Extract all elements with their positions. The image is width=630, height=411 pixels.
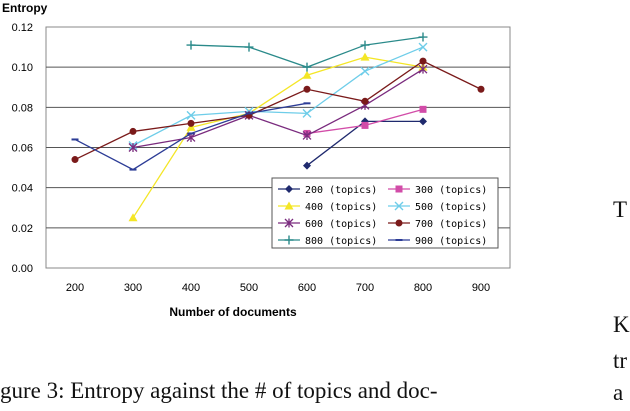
- legend-marker: [285, 185, 293, 193]
- legend: 200 (topics) 300 (topics) 400 (topics) 500 …: [271, 177, 499, 249]
- data-point: [477, 85, 485, 93]
- data-point: [418, 42, 428, 52]
- series-6: [71, 57, 485, 164]
- y-axis-ticks: 0.00 0.02 0.04 0.06 0.08 0.10 0.12: [12, 22, 33, 275]
- data-point: [418, 32, 428, 42]
- legend-item: 300 (topics): [388, 185, 487, 196]
- legend-label: 600 (topics): [305, 219, 377, 230]
- figure-caption: gure 3: Entropy against the # of topics …: [0, 378, 438, 403]
- y-tick-label: 0.06: [12, 143, 33, 155]
- side-text-3: tr: [613, 348, 628, 373]
- legend-item: 800 (topics): [278, 235, 377, 247]
- legend-marker: [394, 201, 404, 211]
- legend-label: 700 (topics): [415, 219, 487, 230]
- x-axis-ticks: 200 300 400 500 600 700 800 900: [66, 282, 490, 294]
- data-point: [419, 105, 427, 113]
- data-point: [186, 40, 196, 50]
- data-point: [302, 62, 312, 72]
- data-point: [302, 108, 312, 118]
- data-point: [303, 161, 311, 170]
- legend-label: 900 (topics): [415, 236, 487, 247]
- data-point: [302, 70, 312, 79]
- data-point: [419, 117, 427, 126]
- legend-marker: [395, 185, 403, 193]
- legend-marker: [395, 219, 403, 227]
- side-text-4: a: [613, 380, 624, 405]
- data-point: [303, 85, 311, 93]
- legend-item: 200 (topics): [278, 185, 377, 196]
- data-point: [361, 121, 369, 129]
- x-axis-label: Number of documents: [169, 305, 297, 319]
- x-tick-label: 800: [414, 282, 432, 294]
- y-tick-label: 0.00: [12, 263, 33, 275]
- data-point: [302, 130, 312, 140]
- x-tick-label: 300: [124, 282, 142, 294]
- data-point: [128, 143, 138, 152]
- series-3: [128, 52, 428, 222]
- x-tick-label: 700: [356, 282, 374, 294]
- data-point: [418, 64, 428, 74]
- data-point: [244, 42, 254, 52]
- legend-box: [271, 177, 499, 249]
- legend-label: 200 (topics): [305, 185, 377, 196]
- series-line: [132, 46, 424, 147]
- y-tick-label: 0.02: [12, 223, 33, 235]
- data-point: [71, 156, 79, 164]
- series-7: [186, 32, 428, 72]
- chart-title: Entropy: [2, 1, 48, 15]
- data-point: [360, 66, 370, 76]
- data-point: [361, 97, 369, 105]
- data-point: [128, 213, 138, 222]
- x-tick-label: 900: [472, 282, 490, 294]
- y-tick-label: 0.08: [12, 102, 33, 114]
- side-text-1: T: [613, 197, 628, 222]
- legend-label: 300 (topics): [415, 185, 487, 196]
- data-point: [419, 57, 427, 65]
- data-point: [360, 40, 370, 50]
- data-point: [129, 127, 137, 135]
- y-tick-label: 0.04: [12, 183, 33, 195]
- series-8: [71, 102, 311, 171]
- data-point: [186, 122, 196, 131]
- data-point: [360, 52, 370, 61]
- x-tick-label: 500: [240, 282, 258, 294]
- data-series: [71, 32, 485, 222]
- series-line: [132, 56, 424, 219]
- legend-marker: [284, 201, 294, 210]
- x-tick-label: 200: [66, 282, 84, 294]
- y-tick-label: 0.10: [12, 62, 33, 74]
- data-point: [187, 119, 195, 127]
- y-tick-label: 0.12: [12, 22, 33, 34]
- series-line: [74, 60, 482, 161]
- legend-item: 400 (topics): [278, 201, 377, 213]
- x-tick-label: 600: [298, 282, 316, 294]
- legend-item: 700 (topics): [388, 219, 487, 230]
- side-text-2: K: [613, 312, 630, 337]
- legend-label: 500 (topics): [415, 202, 487, 213]
- legend-label: 800 (topics): [305, 236, 377, 247]
- data-point: [186, 110, 196, 120]
- legend-item: 900 (topics): [388, 236, 487, 247]
- legend-marker: [284, 235, 294, 245]
- x-tick-label: 400: [182, 282, 200, 294]
- legend-item: 500 (topics): [388, 201, 487, 213]
- legend-item: 600 (topics): [278, 218, 377, 230]
- legend-marker: [284, 218, 294, 228]
- legend-label: 400 (topics): [305, 202, 377, 213]
